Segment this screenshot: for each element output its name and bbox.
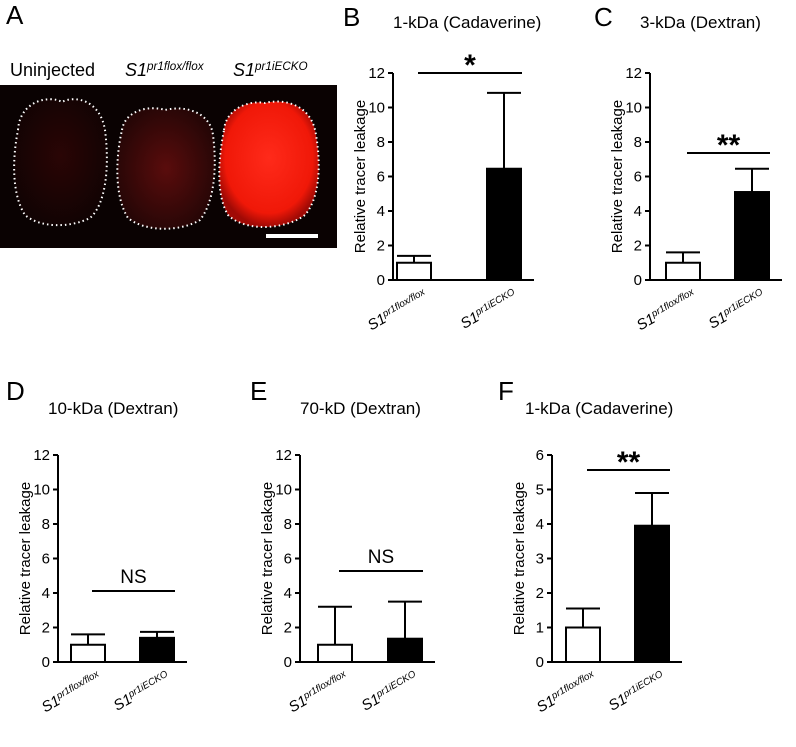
bar-chart: F 1-kDa (Cadaverine) Relative tracer leaka…	[498, 376, 682, 716]
bar-chart: E 70-kD (Dextran) Relative tracer leakage 0…	[250, 376, 435, 716]
y-tick-label: 2	[634, 238, 642, 255]
x-tick-label: S1pr1iECKO	[358, 668, 421, 714]
y-tick-label: 6	[284, 551, 292, 568]
significance-label: NS	[368, 547, 394, 568]
chart-title: 70-kD (Dextran)	[300, 399, 421, 418]
x-tick-label: S1pr1flox/flox	[286, 668, 352, 716]
y-tick-label: 3	[536, 551, 544, 568]
bar	[634, 524, 670, 663]
bar-chart: C 3-kDa (Dextran) Relative tracer leakage 0…	[594, 2, 782, 334]
y-tick-label: 4	[536, 516, 544, 533]
brain-outline	[116, 107, 216, 230]
y-tick-label: 2	[377, 238, 385, 255]
x-tick-label: S1pr1iECKO	[705, 286, 768, 332]
bar-chart: D 10-kDa (Dextran) Relative tracer leakage…	[6, 376, 187, 716]
bar-chart: B 1-kDa (Cadaverine) Relative tracer leaka…	[343, 2, 541, 334]
y-tick-label: 0	[377, 272, 385, 289]
y-tick-label: 4	[377, 203, 385, 220]
panel-letter: A	[6, 0, 24, 30]
y-tick-label: 5	[536, 482, 544, 499]
y-tick-label: 0	[284, 654, 292, 671]
y-tick-label: 8	[42, 516, 50, 533]
y-tick-label: 0	[42, 654, 50, 671]
bar	[387, 637, 423, 664]
y-tick-label: 6	[634, 169, 642, 186]
y-tick-label: 6	[536, 447, 544, 464]
bar	[70, 643, 106, 663]
panel-a: A Uninjected S1pr1flox/flox S1pr1iECKO	[0, 0, 337, 248]
y-tick-label: 4	[284, 585, 292, 602]
y-tick-label: 6	[42, 551, 50, 568]
y-tick-label: 6	[377, 169, 385, 186]
y-tick-label: 0	[634, 272, 642, 289]
panel-letter: F	[498, 376, 514, 406]
significance-label: **	[717, 129, 741, 162]
chart-title: 1-kDa (Cadaverine)	[525, 399, 673, 418]
chart-title: 1-kDa (Cadaverine)	[393, 13, 541, 32]
x-tick-label: S1pr1iECKO	[605, 668, 668, 714]
y-axis-label: Relative tracer leakage	[259, 482, 276, 635]
x-tick-label: S1pr1iECKO	[110, 668, 173, 714]
chart-title: 10-kDa (Dextran)	[48, 399, 178, 418]
y-tick-label: 2	[536, 585, 544, 602]
x-tick-label: S1pr1flox/flox	[365, 286, 431, 334]
image-label: S1pr1flox/flox	[125, 60, 205, 81]
y-tick-label: 2	[42, 620, 50, 637]
bar	[139, 636, 175, 663]
y-tick-label: 12	[625, 65, 642, 82]
bar	[734, 191, 770, 281]
chart-title: 3-kDa (Dextran)	[640, 13, 761, 32]
y-tick-label: 4	[634, 203, 642, 220]
y-axis-label: Relative tracer leakage	[352, 100, 369, 253]
x-tick-label: S1pr1flox/flox	[534, 668, 600, 716]
bar	[486, 167, 522, 281]
x-tick-label: S1pr1flox/flox	[39, 668, 105, 716]
x-tick-label: S1pr1iECKO	[457, 286, 520, 332]
significance-label: **	[617, 446, 641, 479]
bar	[565, 626, 601, 663]
image-label: Uninjected	[10, 60, 95, 80]
y-axis-label: Relative tracer leakage	[17, 482, 34, 635]
y-tick-label: 10	[33, 482, 50, 499]
brain-outline	[13, 98, 108, 227]
y-tick-label: 12	[33, 447, 50, 464]
y-tick-label: 1	[536, 620, 544, 637]
y-tick-label: 8	[377, 134, 385, 151]
bar	[396, 261, 432, 281]
y-tick-label: 12	[275, 447, 292, 464]
y-tick-label: 10	[625, 100, 642, 117]
image-label: S1pr1iECKO	[233, 60, 308, 81]
panel-letter: B	[343, 2, 360, 32]
y-tick-label: 12	[368, 65, 385, 82]
y-tick-label: 8	[634, 134, 642, 151]
significance-label: NS	[120, 567, 146, 588]
x-tick-label: S1pr1flox/flox	[634, 286, 700, 334]
brain-outline	[218, 100, 320, 228]
y-tick-label: 2	[284, 620, 292, 637]
bar	[665, 261, 701, 281]
y-tick-label: 0	[536, 654, 544, 671]
y-tick-label: 10	[368, 100, 385, 117]
y-axis-label: Relative tracer leakage	[511, 482, 528, 635]
significance-label: *	[464, 49, 476, 82]
panel-letter: E	[250, 376, 267, 406]
y-tick-label: 10	[275, 482, 292, 499]
y-tick-label: 4	[42, 585, 50, 602]
panel-letter: C	[594, 2, 613, 32]
y-axis-label: Relative tracer leakage	[609, 100, 626, 253]
y-tick-label: 8	[284, 516, 292, 533]
bar	[317, 643, 353, 663]
panel-letter: D	[6, 376, 25, 406]
